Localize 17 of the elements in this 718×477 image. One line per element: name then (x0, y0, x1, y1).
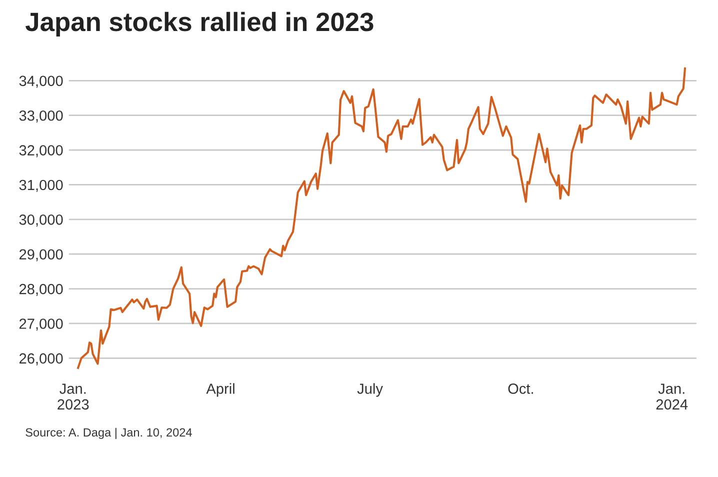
x-tick-label: Jan. 2024 (656, 384, 688, 410)
y-tick-label: 32,000 (19, 145, 63, 158)
y-tick-label: 30,000 (19, 214, 63, 227)
y-tick-label: 28,000 (19, 284, 63, 296)
y-tick-label: 34,000 (19, 76, 63, 88)
x-tick-label: April (206, 383, 234, 397)
x-tick-label: Jan. 2023 (58, 384, 89, 410)
line-series (77, 67, 686, 369)
y-tick-label: 33,000 (19, 110, 63, 122)
y-tick-label: 31,000 (19, 180, 63, 192)
chart-title: Japan stocks rallied in 2023 (26, 12, 374, 36)
x-tick-label: July (357, 383, 383, 397)
x-tick-label: Oct. (508, 384, 533, 394)
y-tick-label: 26,000 (19, 353, 63, 366)
y-tick-label: 27,000 (19, 318, 63, 331)
source-note: Source: A. Daga | Jan. 10, 2024 (26, 428, 192, 439)
y-tick-label: 29,000 (19, 249, 63, 262)
